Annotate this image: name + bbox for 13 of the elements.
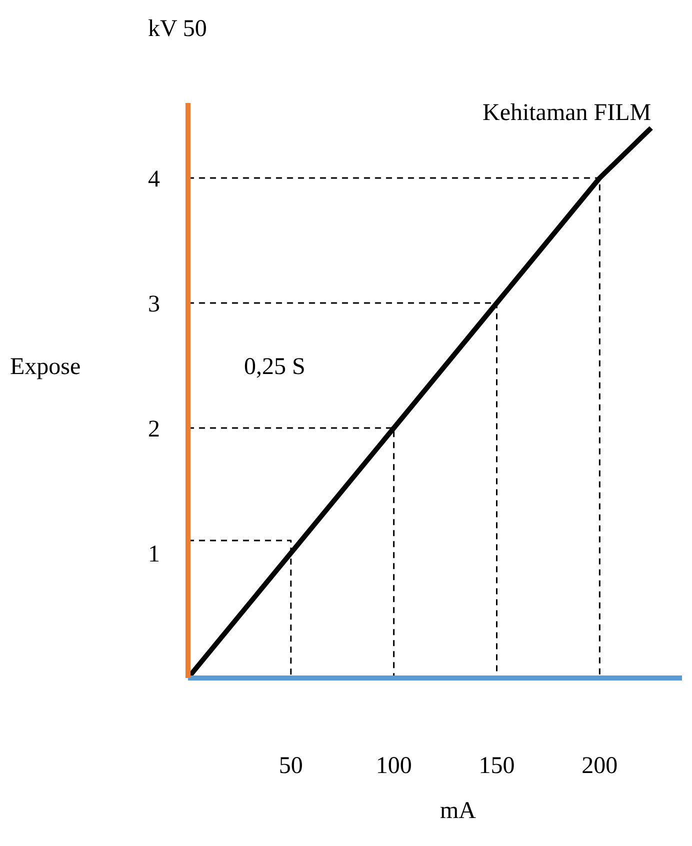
y-tick-label: 3: [148, 292, 160, 318]
x-tick-label: 100: [376, 753, 412, 780]
annotation: 0,25 S: [244, 354, 306, 381]
y-tick-label: 2: [148, 416, 160, 443]
y-tick-label: 4: [148, 166, 160, 193]
x-tick-label: 200: [582, 753, 618, 780]
x-tick-label: 50: [278, 753, 303, 780]
x-axis-title: mA: [439, 798, 477, 825]
series-label: Kehitaman FILM: [482, 100, 652, 126]
x-tick-label: 150: [478, 753, 515, 780]
chart-title: kV 50: [148, 16, 207, 43]
y-axis-title: Expose: [10, 354, 81, 381]
y-tick-label: 1: [148, 542, 160, 568]
